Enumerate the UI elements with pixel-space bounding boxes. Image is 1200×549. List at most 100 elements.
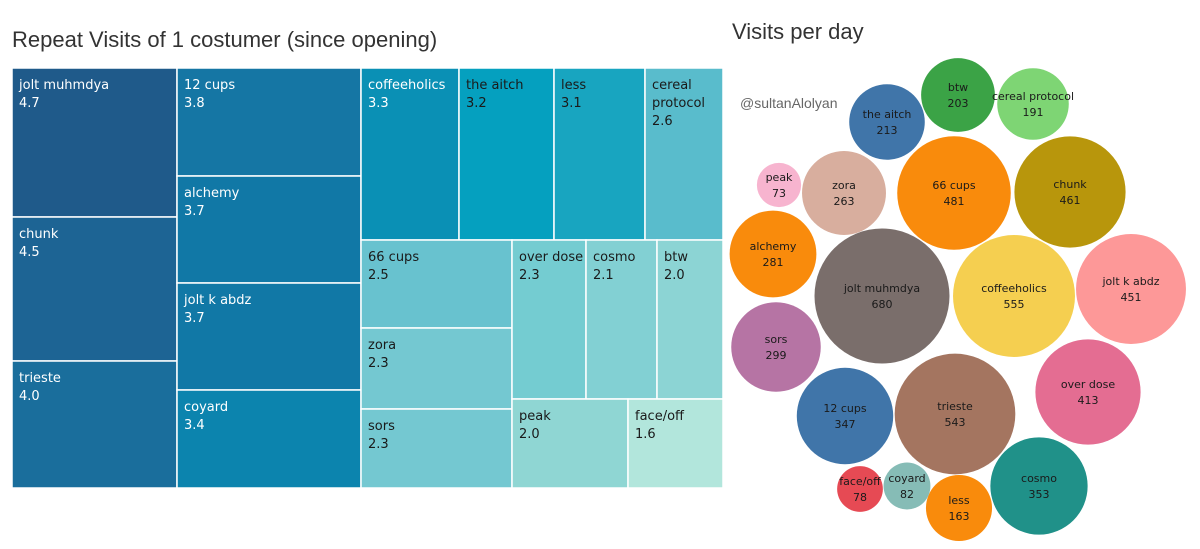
bubble-value-coyard: 82	[900, 488, 914, 501]
treemap-label-alchemy: alchemy	[184, 186, 240, 201]
treemap-value-coffeeholics: 3.3	[368, 96, 389, 111]
treemap-value-btw: 2.0	[664, 268, 685, 283]
treemap-cell-over-dose	[511, 239, 587, 400]
bubble-cosmo	[990, 437, 1088, 535]
treemap-value-12-cups: 3.8	[184, 96, 205, 111]
treemap-cell-peak	[511, 398, 629, 489]
bubble-label-cereal-protocol: cereal protocol	[992, 90, 1074, 103]
treemap-cell-coffeeholics	[360, 67, 460, 241]
bubble-label-66-cups: 66 cups	[932, 179, 975, 192]
bubble-label-zora: zora	[832, 179, 856, 192]
bubble-coffeeholics	[953, 235, 1075, 357]
bubble-label-trieste: trieste	[937, 400, 973, 413]
bubble-label-coffeeholics: coffeeholics	[981, 282, 1047, 295]
bubble-value-zora: 263	[834, 195, 855, 208]
treemap-label-coyard: coyard	[184, 400, 228, 415]
treemap-value-less: 3.1	[561, 96, 582, 111]
bubble-sors	[731, 302, 821, 392]
bubble-value-the-aitch: 213	[877, 124, 898, 137]
bubble-chart-title: Visits per day	[732, 19, 864, 44]
treemap-cell-66-cups	[360, 239, 513, 329]
treemap-value-jolt-k-abdz: 3.7	[184, 311, 205, 326]
bubble-label-alchemy: alchemy	[750, 240, 797, 253]
bubble-the-aitch	[849, 84, 925, 160]
bubble-label-sors: sors	[765, 333, 788, 346]
treemap-value-peak: 2.0	[519, 427, 540, 442]
bubble-value-cereal-protocol: 191	[1023, 106, 1044, 119]
treemap-value-the-aitch: 3.2	[466, 96, 487, 111]
treemap-label-cereal-protocol: protocol	[652, 96, 705, 111]
treemap-label-peak: peak	[519, 409, 551, 424]
bubble-value-btw: 203	[948, 97, 969, 110]
bubble-value-cosmo: 353	[1029, 488, 1050, 501]
bubble-jolt-muhmdya	[814, 228, 950, 364]
bubble-value-face-off: 78	[853, 491, 867, 504]
treemap-value-face-off: 1.6	[635, 427, 656, 442]
treemap-label-zora: zora	[368, 338, 396, 353]
treemap-label-coffeeholics: coffeeholics	[368, 78, 446, 93]
bubble-12-cups	[796, 367, 894, 465]
author-annotation: @sultanAlolyan	[740, 95, 838, 111]
bubble-label-less: less	[948, 494, 970, 507]
bubble-less	[925, 474, 993, 542]
treemap-value-sors: 2.3	[368, 437, 389, 452]
bubble-label-coyard: coyard	[888, 472, 925, 485]
bubble-value-coffeeholics: 555	[1004, 298, 1025, 311]
treemap-value-trieste: 4.0	[19, 389, 40, 404]
treemap-label-jolt-muhmdya: jolt muhmdya	[18, 78, 109, 93]
treemap-value-cosmo: 2.1	[593, 268, 614, 283]
treemap-label-btw: btw	[664, 250, 688, 265]
bubble-value-alchemy: 281	[763, 256, 784, 269]
bubble-chunk	[1014, 136, 1126, 248]
treemap-cell-chunk	[11, 216, 178, 362]
bubble-label-peak: peak	[766, 171, 793, 184]
bubble-label-jolt-k-abdz: jolt k abdz	[1102, 275, 1160, 288]
treemap-label-cereal-protocol: cereal	[652, 78, 692, 93]
treemap-label-jolt-k-abdz: jolt k abdz	[183, 293, 252, 308]
treemap-label-less: less	[561, 78, 586, 93]
bubble-btw	[921, 58, 995, 132]
treemap-cell-btw	[656, 239, 724, 400]
treemap-label-the-aitch: the aitch	[466, 78, 524, 93]
bubble-label-face-off: face/off	[839, 475, 881, 488]
treemap-cell-less	[553, 67, 646, 241]
treemap-cell-face-off	[627, 398, 724, 489]
treemap-cell-cereal-protocol	[644, 67, 724, 241]
treemap-label-cosmo: cosmo	[593, 250, 636, 265]
bubble-coyard	[883, 462, 931, 510]
treemap-label-sors: sors	[368, 419, 395, 434]
bubble-peak	[756, 162, 802, 208]
bubble-value-over-dose: 413	[1078, 394, 1099, 407]
bubble-cereal-protocol	[997, 68, 1069, 140]
bubble-label-over-dose: over dose	[1061, 378, 1115, 391]
treemap-cell-12-cups	[176, 67, 362, 177]
treemap-value-66-cups: 2.5	[368, 268, 389, 283]
bubble-value-chunk: 461	[1060, 194, 1081, 207]
bubble-jolt-k-abdz	[1076, 234, 1186, 344]
bubble-label-btw: btw	[948, 81, 968, 94]
bubble-alchemy	[729, 210, 817, 298]
bubble-66-cups	[897, 136, 1011, 250]
bubble-value-trieste: 543	[945, 416, 966, 429]
treemap-label-over-dose: over dose	[519, 250, 583, 265]
treemap-value-alchemy: 3.7	[184, 204, 205, 219]
bubble-value-peak: 73	[772, 187, 786, 200]
bubble-label-the-aitch: the aitch	[863, 108, 912, 121]
bubble-value-jolt-k-abdz: 451	[1121, 291, 1142, 304]
bubble-value-66-cups: 481	[944, 195, 965, 208]
treemap-value-over-dose: 2.3	[519, 268, 540, 283]
bubble-label-12-cups: 12 cups	[823, 402, 866, 415]
treemap-cell-sors	[360, 408, 513, 489]
bubble-value-jolt-muhmdya: 680	[872, 298, 893, 311]
bubble-label-jolt-muhmdya: jolt muhmdya	[843, 282, 920, 295]
bubble-over-dose	[1035, 339, 1141, 445]
treemap-label-chunk: chunk	[19, 227, 59, 242]
bubble-label-cosmo: cosmo	[1021, 472, 1057, 485]
bubble-value-sors: 299	[766, 349, 787, 362]
treemap-cell-trieste	[11, 360, 178, 489]
treemap-value-chunk: 4.5	[19, 245, 40, 260]
treemap-label-12-cups: 12 cups	[184, 78, 235, 93]
bubble-value-less: 163	[949, 510, 970, 523]
